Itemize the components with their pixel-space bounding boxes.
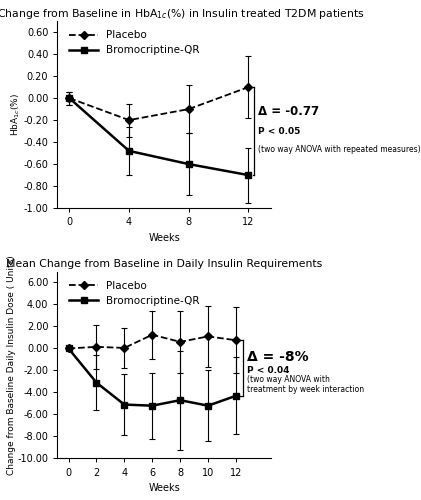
Title: Mean Change from Baseline in Daily Insulin Requirements: Mean Change from Baseline in Daily Insul…	[6, 260, 322, 270]
Text: Δ = -0.77: Δ = -0.77	[258, 105, 319, 118]
X-axis label: Weeks: Weeks	[148, 232, 180, 242]
Text: (two way ANOVA with repeated measures): (two way ANOVA with repeated measures)	[258, 146, 421, 154]
Text: P < 0.04: P < 0.04	[247, 366, 290, 374]
Text: (two way ANOVA with
treatment by week interaction: (two way ANOVA with treatment by week in…	[247, 375, 364, 394]
X-axis label: Weeks: Weeks	[148, 483, 180, 493]
Legend: Placebo, Bromocriptine-QR: Placebo, Bromocriptine-QR	[67, 28, 202, 58]
Text: Δ = -8%: Δ = -8%	[247, 350, 309, 364]
Y-axis label: Change from Baseline Daily Insulin Dose ( Units): Change from Baseline Daily Insulin Dose …	[7, 255, 16, 475]
Y-axis label: HbA$_{1c}$(%): HbA$_{1c}$(%)	[9, 93, 22, 136]
Title: Mean Change from Baseline in HbA$_{1c}$(%) in Insulin treated T2DM patients: Mean Change from Baseline in HbA$_{1c}$(…	[0, 7, 365, 21]
Legend: Placebo, Bromocriptine-QR: Placebo, Bromocriptine-QR	[67, 278, 202, 308]
Text: P < 0.05: P < 0.05	[258, 126, 301, 136]
